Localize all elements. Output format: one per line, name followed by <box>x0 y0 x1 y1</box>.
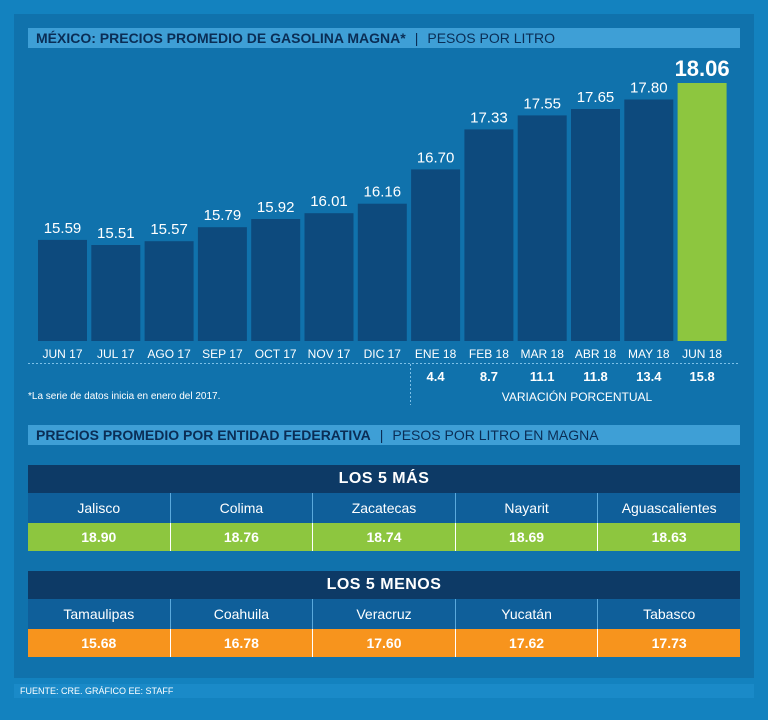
chart-footnote: *La serie de datos inicia en enero del 2… <box>28 391 221 402</box>
section-subtitle: PESOS POR LITRO EN MAGNA <box>392 427 599 443</box>
x-tick-label: DIC 17 <box>364 347 402 361</box>
bar-value-label: 17.55 <box>523 95 561 112</box>
variation-value: 13.4 <box>636 369 662 384</box>
bar-ene-18 <box>411 169 461 341</box>
bottom5-price: 16.78 <box>169 629 313 657</box>
header-separator: | <box>414 30 419 46</box>
chart-header: MÉXICO: PRECIOS PROMEDIO DE GASOLINA MAG… <box>28 28 740 48</box>
x-tick-label: JUN 18 <box>682 347 722 361</box>
top5-state: Nayarit <box>454 493 598 523</box>
bottom5-price: 17.62 <box>454 629 598 657</box>
bar-jun-18 <box>677 83 727 341</box>
bar-mar-18 <box>517 115 567 342</box>
x-tick-label: MAR 18 <box>521 347 565 361</box>
source-footer: FUENTE: CRE. GRÁFICO EE: STAFF <box>14 684 754 698</box>
variation-value: 15.8 <box>689 369 714 384</box>
top5-price: 18.63 <box>597 523 740 551</box>
bottom5-price: 17.60 <box>312 629 455 657</box>
bottom5-state: Yucatán <box>454 599 598 629</box>
bar-dic-17 <box>357 203 407 341</box>
top5-price: 18.74 <box>312 523 455 551</box>
bar-value-label: 17.80 <box>630 80 668 97</box>
section-header: PRECIOS PROMEDIO POR ENTIDAD FEDERATIVA |… <box>28 425 740 445</box>
chart-subtitle: PESOS POR LITRO <box>427 30 555 46</box>
top5-price: 18.90 <box>81 529 117 545</box>
bar-value-label: 15.59 <box>44 220 82 237</box>
top5-state: Jalisco <box>77 500 121 516</box>
bar-ago-17 <box>144 241 194 341</box>
bar-value-label: 15.92 <box>257 199 295 216</box>
bar-feb-18 <box>464 129 514 341</box>
x-tick-label: SEP 17 <box>202 347 243 361</box>
top5-title: LOS 5 MÁS <box>28 465 740 493</box>
bottom5-prices-row: 15.68 16.78 17.60 17.62 17.73 <box>28 629 740 657</box>
top5-state: Aguascalientes <box>597 493 740 523</box>
bar-may-18 <box>624 99 674 341</box>
top5-states-row: Jalisco Colima Zacatecas Nayarit Aguasca… <box>28 493 740 523</box>
bar-jul-17 <box>91 245 141 341</box>
top5-state: Zacatecas <box>312 493 455 523</box>
bottom5-price: 17.73 <box>597 629 740 657</box>
bar-value-label: 16.16 <box>364 184 402 201</box>
top5-price: 18.76 <box>169 523 313 551</box>
x-tick-label: JUL 17 <box>97 347 135 361</box>
bar-value-label: 15.51 <box>97 225 135 242</box>
variation-value: 8.7 <box>480 369 498 384</box>
bar-value-label: 15.79 <box>204 207 242 224</box>
chart-title: MÉXICO: PRECIOS PROMEDIO DE GASOLINA MAG… <box>36 30 406 46</box>
bar-jun-17 <box>38 239 87 341</box>
section-title: PRECIOS PROMEDIO POR ENTIDAD FEDERATIVA <box>36 427 371 443</box>
bar-value-label: 15.57 <box>150 221 188 238</box>
x-tick-label: AGO 17 <box>147 347 191 361</box>
x-tick-label: ENE 18 <box>415 347 457 361</box>
bar-value-label: 18.06 <box>675 56 730 81</box>
bar-nov-17 <box>304 213 354 341</box>
variation-value: 4.4 <box>427 369 446 384</box>
bar-value-label: 17.33 <box>470 109 508 126</box>
bottom5-states-row: Tamaulipas Coahuila Veracruz Yucatán Tab… <box>28 599 740 629</box>
bottom5-title: LOS 5 MENOS <box>28 571 740 599</box>
bar-value-label: 16.01 <box>310 193 348 210</box>
bottom5-price: 15.68 <box>81 635 117 651</box>
top5-price: 18.69 <box>454 523 598 551</box>
variation-label: VARIACIÓN PORCENTUAL <box>501 390 653 404</box>
x-tick-label: OCT 17 <box>255 347 297 361</box>
bottom5-state: Coahuila <box>169 599 313 629</box>
top5-prices-row: 18.90 18.76 18.74 18.69 18.63 <box>28 523 740 551</box>
x-tick-label: ABR 18 <box>575 347 617 361</box>
bar-value-label: 17.65 <box>577 89 615 106</box>
x-tick-label: NOV 17 <box>308 347 351 361</box>
variation-value: 11.8 <box>583 369 608 384</box>
section-separator: | <box>379 427 384 443</box>
x-tick-label: FEB 18 <box>469 347 509 361</box>
bottom5-state: Tabasco <box>597 599 740 629</box>
bar-abr-18 <box>571 109 620 341</box>
variation-value: 11.1 <box>530 369 555 384</box>
bottom5-state: Tamaulipas <box>63 606 135 622</box>
bar-sep-17 <box>197 227 247 341</box>
bar-value-label: 16.70 <box>417 149 455 166</box>
x-tick-label: MAY 18 <box>628 347 670 361</box>
x-tick-label: JUN 17 <box>42 347 82 361</box>
bottom5-state: Veracruz <box>312 599 455 629</box>
top5-state: Colima <box>169 493 313 523</box>
bar-oct-17 <box>251 219 301 341</box>
